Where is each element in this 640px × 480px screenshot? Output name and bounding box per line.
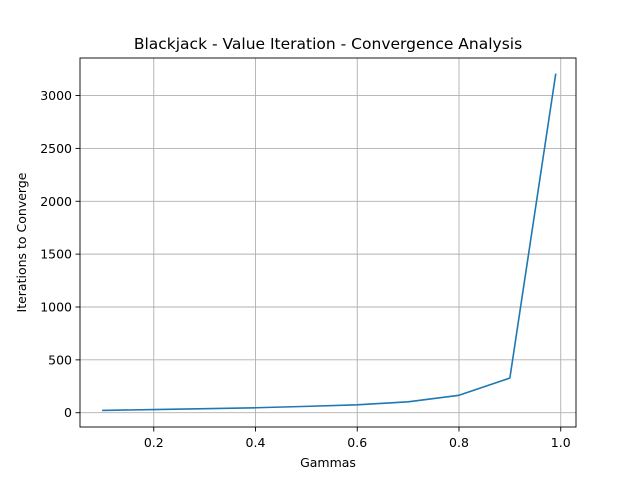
y-tick-label: 2000 [40, 194, 72, 209]
series-line [102, 73, 557, 412]
y-tick-label: 3000 [40, 88, 72, 103]
x-tick-label: 0.2 [144, 435, 164, 450]
plot-area [79, 57, 577, 428]
y-tick-label: 500 [48, 352, 72, 367]
x-tick-label: 0.4 [246, 435, 266, 450]
y-axis: 0 500 1000 1500 2000 2500 3000 [40, 88, 80, 420]
x-axis-label: Gammas [300, 455, 356, 470]
chart-title: Blackjack - Value Iteration - Convergenc… [134, 35, 522, 53]
x-tick-label: 1.0 [551, 435, 571, 450]
y-axis-label: Iterations to Converge [14, 172, 29, 312]
y-tick-label: 0 [64, 405, 72, 420]
y-tick-label: 2500 [40, 141, 72, 156]
y-tick-label: 1500 [40, 247, 72, 262]
x-tick-label: 0.8 [449, 435, 469, 450]
y-tick-label: 1000 [40, 299, 72, 314]
grid-lines [80, 58, 576, 427]
data-layer [102, 73, 557, 412]
x-axis: 0.2 0.4 0.6 0.8 1.0 [144, 427, 571, 450]
x-tick-label: 0.6 [347, 435, 367, 450]
